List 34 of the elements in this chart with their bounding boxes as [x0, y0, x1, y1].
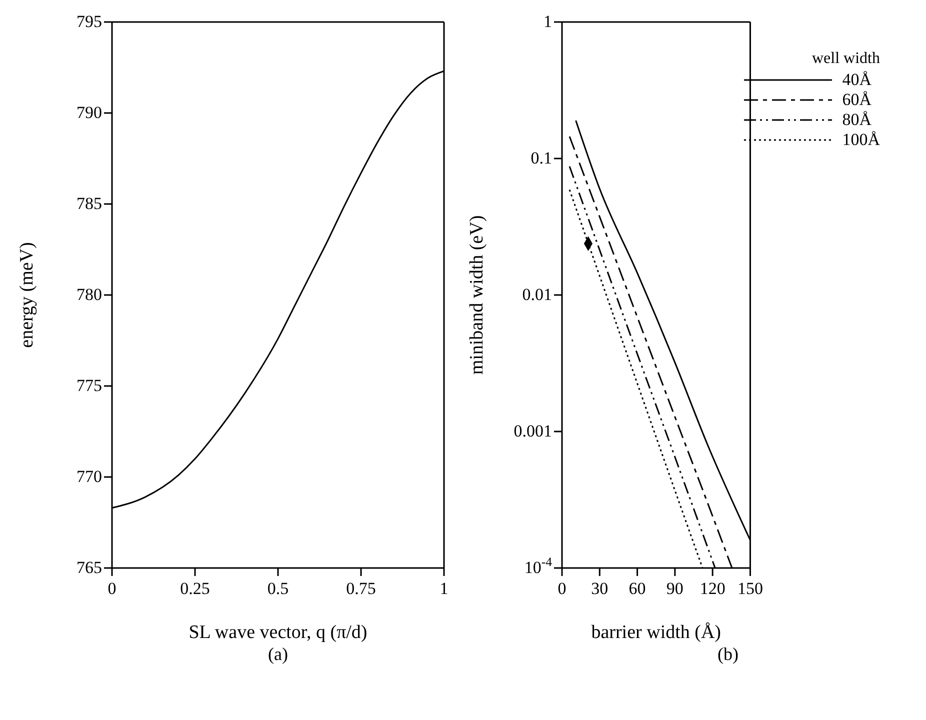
text: 100Å — [842, 130, 880, 150]
y-axis-title: miniband width (eV) — [466, 215, 488, 375]
y-tick-label: 0.1 — [530, 148, 552, 168]
text: (a) — [267, 644, 289, 665]
x-tick-label: 30 — [591, 579, 608, 598]
x-tick-label: 60 — [628, 579, 646, 598]
x-tick-label: 0 — [108, 579, 116, 598]
x-tick-label: 0 — [558, 579, 566, 598]
text: 60Å — [842, 90, 872, 110]
x-tick-label: 0.25 — [180, 579, 210, 598]
x-axis-title: barrier width (Å) — [591, 622, 721, 643]
y-tick-label: 795 — [76, 12, 102, 31]
text: 40Å — [842, 70, 872, 90]
x-tick-label: 1 — [440, 579, 448, 598]
text: (b) — [716, 644, 740, 665]
x-tick-label: 120 — [700, 579, 726, 598]
y-tick-label: 790 — [76, 103, 102, 122]
y-tick-label: 0.001 — [514, 422, 552, 440]
x-tick-label: 0.75 — [346, 579, 376, 598]
y-tick-label: 775 — [76, 376, 102, 395]
y-tick-label: 785 — [76, 194, 102, 213]
x-tick-label: 90 — [666, 579, 684, 598]
text: 80Å — [842, 110, 872, 130]
y-tick-label: 10$^{-4}$ — [524, 555, 553, 577]
y-tick-label: 0.01 — [522, 285, 552, 304]
y-tick-label: 765 — [76, 558, 102, 577]
y-axis-title: energy (meV) — [16, 242, 38, 348]
x-axis-title: SL wave vector, q (π/d) — [188, 622, 368, 643]
y-tick-label: 1 — [544, 12, 552, 31]
y-tick-label: 770 — [76, 467, 102, 486]
y-tick-label: 780 — [76, 285, 102, 304]
legend-title: well width — [811, 50, 880, 68]
x-tick-label: 150 — [737, 579, 763, 598]
x-tick-label: 0.5 — [267, 579, 289, 598]
